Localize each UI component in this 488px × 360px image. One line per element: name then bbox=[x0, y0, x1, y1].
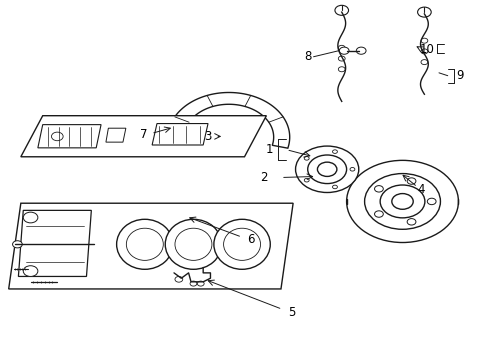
Ellipse shape bbox=[175, 228, 211, 260]
Text: 10: 10 bbox=[419, 44, 434, 57]
Circle shape bbox=[338, 67, 345, 72]
Ellipse shape bbox=[317, 162, 336, 176]
Text: 7: 7 bbox=[140, 129, 147, 141]
Circle shape bbox=[420, 38, 427, 43]
Circle shape bbox=[197, 281, 203, 286]
Polygon shape bbox=[19, 210, 91, 276]
Circle shape bbox=[349, 167, 354, 171]
Circle shape bbox=[420, 49, 427, 54]
Circle shape bbox=[190, 281, 197, 286]
Polygon shape bbox=[21, 116, 266, 157]
Circle shape bbox=[338, 56, 345, 61]
Polygon shape bbox=[168, 93, 289, 148]
Ellipse shape bbox=[346, 160, 458, 243]
Circle shape bbox=[407, 178, 415, 184]
Circle shape bbox=[339, 47, 348, 54]
Ellipse shape bbox=[295, 146, 358, 193]
Ellipse shape bbox=[379, 185, 424, 218]
Circle shape bbox=[420, 60, 427, 64]
Ellipse shape bbox=[364, 174, 440, 229]
Circle shape bbox=[51, 132, 63, 141]
Text: 6: 6 bbox=[246, 233, 254, 246]
Circle shape bbox=[23, 212, 38, 223]
Circle shape bbox=[374, 186, 383, 192]
Circle shape bbox=[407, 219, 415, 225]
Circle shape bbox=[338, 45, 345, 50]
Circle shape bbox=[304, 179, 308, 182]
Text: 2: 2 bbox=[260, 171, 267, 184]
Ellipse shape bbox=[391, 194, 412, 209]
Circle shape bbox=[417, 7, 430, 17]
Text: 5: 5 bbox=[287, 306, 295, 319]
Text: 1: 1 bbox=[265, 143, 273, 156]
Polygon shape bbox=[9, 203, 292, 289]
Text: 9: 9 bbox=[456, 69, 463, 82]
Ellipse shape bbox=[116, 219, 173, 269]
Circle shape bbox=[332, 150, 337, 153]
Ellipse shape bbox=[165, 219, 221, 269]
Polygon shape bbox=[152, 123, 207, 145]
Circle shape bbox=[356, 47, 366, 54]
Text: 3: 3 bbox=[203, 130, 211, 143]
Circle shape bbox=[332, 185, 337, 189]
Ellipse shape bbox=[126, 228, 163, 260]
Text: 8: 8 bbox=[304, 50, 311, 63]
Circle shape bbox=[374, 211, 383, 217]
Circle shape bbox=[23, 266, 38, 276]
Polygon shape bbox=[38, 125, 101, 148]
Circle shape bbox=[334, 5, 348, 15]
Circle shape bbox=[427, 198, 435, 204]
Polygon shape bbox=[106, 128, 125, 142]
Text: 4: 4 bbox=[417, 183, 425, 196]
Circle shape bbox=[13, 241, 22, 248]
Ellipse shape bbox=[307, 155, 346, 184]
Circle shape bbox=[220, 132, 237, 145]
Circle shape bbox=[304, 157, 308, 160]
Circle shape bbox=[175, 276, 183, 282]
Ellipse shape bbox=[223, 228, 260, 260]
Ellipse shape bbox=[213, 219, 270, 269]
